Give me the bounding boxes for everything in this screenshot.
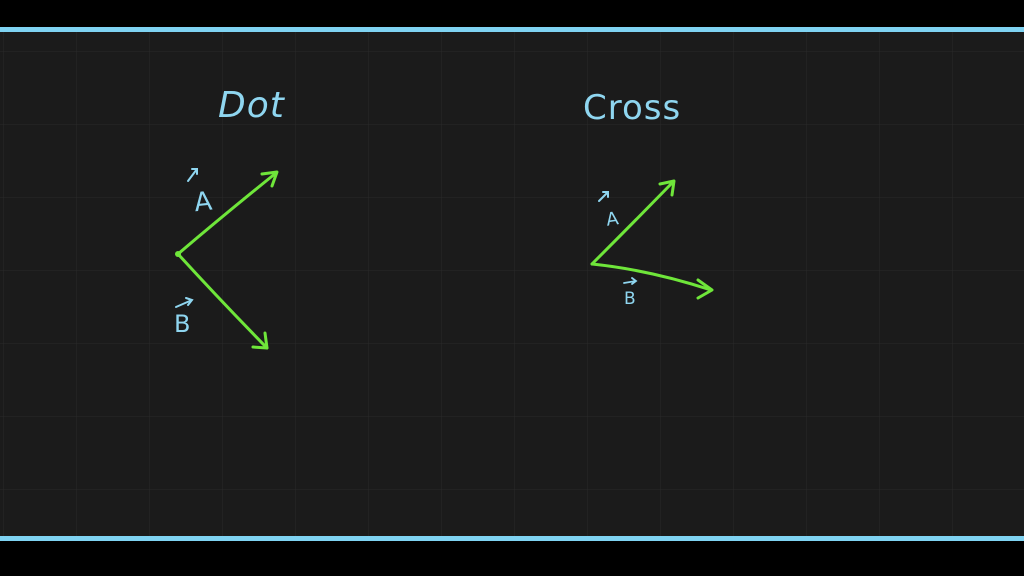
cross-panel: Cross A B bbox=[583, 88, 714, 309]
cross-vector-b-arrowhead bbox=[696, 278, 714, 300]
cross-vector-a-shaft bbox=[590, 180, 675, 266]
bottom-border bbox=[0, 536, 1024, 541]
cross-label-b-text: B bbox=[624, 289, 636, 309]
cross-label-a-arrow-icon bbox=[598, 191, 609, 202]
dot-vector-b-arrowhead bbox=[251, 331, 269, 350]
top-border bbox=[0, 27, 1024, 32]
dot-label-b: B bbox=[174, 297, 194, 338]
cross-vector-a-arrowhead bbox=[658, 179, 676, 197]
dot-label-a: A bbox=[187, 168, 214, 218]
dot-vector-a-shaft bbox=[176, 171, 278, 256]
cross-label-a: A bbox=[598, 191, 621, 231]
dot-vector-b-shaft bbox=[176, 252, 269, 350]
dot-title: Dot bbox=[218, 85, 286, 126]
cross-label-b-arrow-icon bbox=[623, 277, 638, 285]
cross-label-a-text: A bbox=[605, 208, 621, 231]
dot-label-b-text: B bbox=[174, 310, 190, 338]
dot-vector-a bbox=[176, 170, 279, 256]
cross-vector-b-shaft bbox=[590, 262, 713, 292]
dot-label-a-text: A bbox=[193, 186, 214, 218]
board-grid bbox=[0, 31, 1024, 538]
dot-panel: Dot A B bbox=[174, 85, 286, 350]
cross-label-b: B bbox=[623, 277, 638, 309]
dot-label-b-arrow-icon bbox=[175, 297, 194, 308]
cross-title: Cross bbox=[583, 88, 681, 128]
cross-vector-b bbox=[590, 262, 714, 300]
cross-vector-a bbox=[590, 179, 676, 266]
dot-vector-b bbox=[176, 252, 269, 350]
dot-origin-point bbox=[175, 251, 181, 257]
dot-label-a-arrow-icon bbox=[187, 168, 198, 182]
dot-vector-a-arrowhead bbox=[260, 170, 279, 188]
